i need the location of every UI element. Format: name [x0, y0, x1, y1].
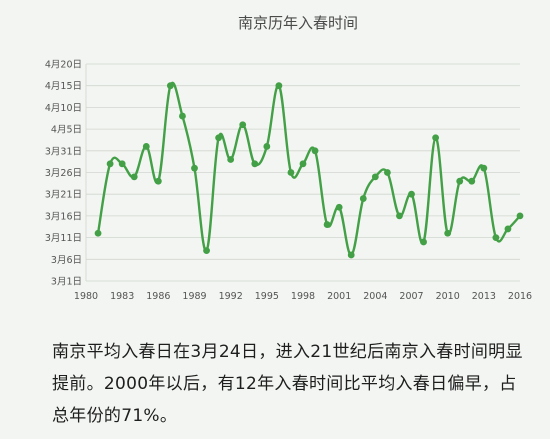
- x-tick-label: 2010: [436, 291, 460, 302]
- data-point: [492, 234, 500, 242]
- x-tick-label: 1983: [110, 291, 134, 302]
- series-line: [96, 81, 522, 257]
- x-tick-label: 1998: [291, 291, 315, 302]
- data-point: [299, 160, 307, 168]
- y-tick-label: 3月21日: [45, 190, 82, 201]
- data-point: [504, 225, 512, 233]
- y-tick-label: 4月15日: [45, 81, 82, 92]
- data-point: [179, 112, 186, 120]
- y-tick-label: 3月31日: [45, 146, 82, 157]
- chart-caption: 南京平均入春日在3月24日，进入21世纪后南京入春时间明显提前。2000年以后，…: [52, 342, 523, 426]
- data-point: [359, 195, 367, 202]
- y-tick-label: 3月26日: [45, 168, 82, 179]
- data-point: [516, 212, 524, 220]
- y-tick-label: 3月1日: [51, 277, 82, 288]
- y-tick-label: 3月11日: [45, 233, 82, 244]
- chart-title: 南京历年入春时间: [238, 14, 358, 32]
- data-point: [263, 143, 271, 150]
- data-point: [166, 82, 174, 90]
- data-point: [468, 177, 476, 185]
- data-point: [323, 221, 331, 228]
- y-tick-label: 4月5日: [51, 125, 82, 136]
- data-point: [215, 134, 223, 142]
- data-point: [371, 173, 379, 181]
- data-point: [227, 156, 235, 163]
- line-chart: 南京历年入春时间 3月1日 3月6日 3月11日 3月16日 3月21日 3月26日 3月3…: [45, 14, 532, 302]
- data-point: [130, 173, 138, 181]
- data-point: [347, 251, 355, 259]
- data-point: [142, 143, 150, 150]
- data-point: [456, 177, 464, 185]
- data-point: [480, 164, 488, 172]
- data-point: [239, 121, 247, 129]
- y-tick-label: 4月20日: [45, 60, 82, 71]
- data-point: [383, 169, 391, 176]
- y-tick-label: 4月10日: [45, 103, 82, 114]
- x-tick-label: 2016: [508, 291, 532, 302]
- x-tick-label: 2001: [327, 291, 351, 302]
- data-point: [335, 203, 343, 211]
- data-point: [444, 229, 452, 237]
- data-point: [94, 229, 102, 237]
- data-point: [287, 169, 295, 176]
- x-tick-label: 2004: [363, 291, 387, 302]
- x-tick-label: 1995: [255, 291, 279, 302]
- x-tick-label: 1989: [182, 291, 206, 302]
- data-point: [203, 247, 210, 255]
- data-point: [408, 190, 415, 198]
- data-point: [106, 160, 114, 168]
- data-point: [432, 134, 440, 142]
- y-tick-label: 3月16日: [45, 211, 82, 222]
- data-point: [251, 160, 259, 168]
- data-point: [191, 164, 198, 172]
- x-tick-label: 1992: [219, 291, 243, 302]
- y-tick-label: 3月6日: [51, 255, 82, 266]
- x-tick-label: 2013: [472, 291, 496, 302]
- data-point: [275, 82, 283, 90]
- x-tick-label: 1986: [146, 291, 170, 302]
- data-point: [311, 147, 319, 155]
- data-point: [118, 160, 126, 168]
- data-point: [420, 238, 427, 246]
- x-tick-label: 2007: [399, 291, 423, 302]
- data-point: [154, 177, 162, 185]
- data-point: [396, 212, 403, 220]
- x-tick-label: 1980: [74, 291, 98, 302]
